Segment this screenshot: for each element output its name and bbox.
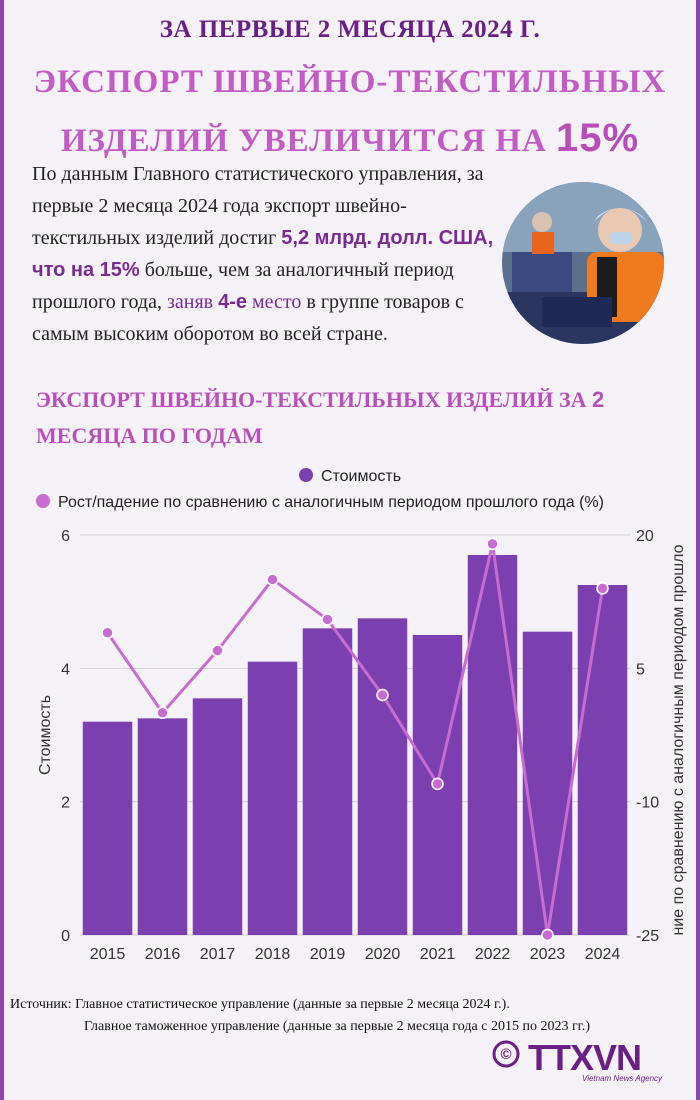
growth-line — [106, 543, 604, 936]
title-line-2-text: ИЗДЕЛИЙ УВЕЛИЧИТСЯ НА — [60, 123, 547, 159]
x-tick-label: 2022 — [475, 946, 511, 963]
x-tick-label: 2017 — [200, 946, 236, 963]
title-line-2: ИЗДЕЛИЙ УВЕЛИЧИТСЯ НА 15% — [20, 110, 680, 169]
copyright-icon — [492, 1040, 520, 1068]
logo-text: TTXVN — [528, 1037, 641, 1078]
x-tick-label: 2019 — [310, 946, 346, 963]
ttxvn-logo: © TTXVN Vietnam News Agency — [492, 1037, 663, 1083]
y-tick-label: 6 — [61, 528, 70, 545]
y2-tick-label: -10 — [636, 795, 659, 812]
intro-text-1: По данным Главного статистического управ… — [32, 163, 484, 249]
legend-line-label: Рост/падение по сравнению с аналогичным … — [58, 494, 604, 511]
bar — [577, 585, 628, 935]
subtitle-text-1: ЭКСПОРТ ШВЕЙНО-ТЕКСТИЛЬНЫХ ИЗДЕЛИЙ ЗА — [36, 387, 592, 412]
intro-rank: 4-е — [218, 291, 248, 313]
intro-rank-pre: заняв — [166, 291, 219, 313]
growth-point — [321, 613, 334, 626]
intro-rank-post: место — [247, 291, 302, 313]
bar — [247, 661, 298, 935]
intro-text-3: в группе товаров с самым высоким оборото… — [32, 291, 464, 345]
legend-growth: Рост/падение по сравнению с аналогичным … — [36, 494, 676, 512]
y2-tick-label: -25 — [636, 928, 659, 945]
bar — [302, 628, 353, 935]
y2-tick-label: 20 — [636, 528, 654, 545]
y-tick-label: 0 — [61, 928, 70, 945]
growth-point — [101, 626, 114, 640]
growth-point — [211, 644, 224, 657]
growth-point — [486, 537, 499, 551]
growth-point — [596, 582, 609, 595]
legend-bar-swatch — [298, 468, 313, 482]
intro-paragraph: По данным Главного статистического управ… — [32, 158, 502, 350]
x-tick-label: 2021 — [420, 946, 456, 963]
legend-bar-label: Стоимость — [320, 468, 402, 485]
bar — [467, 555, 518, 935]
bar — [82, 721, 133, 935]
x-tick-label: 2016 — [145, 946, 181, 963]
top-title: ЗА ПЕРВЫЕ 2 МЕСЯЦА 2024 Г. — [159, 16, 541, 43]
bar — [192, 698, 243, 935]
bar — [357, 618, 408, 935]
source-line-2: Главное таможенное управление (данные за… — [84, 1019, 591, 1034]
subtitle-number: 2 — [591, 387, 605, 412]
legend-line-swatch — [36, 494, 50, 508]
subtitle-text-2: МЕСЯЦА ПО ГОДАМ — [36, 423, 263, 448]
bar — [522, 631, 573, 935]
x-tick-label: 2015 — [90, 946, 126, 963]
y2-axis-title: ние по сравнению с аналогичным периодом … — [670, 544, 687, 935]
x-tick-label: 2024 — [585, 946, 621, 963]
bar — [137, 718, 188, 935]
growth-point — [156, 706, 169, 720]
chart-subtitle: ЭКСПОРТ ШВЕЙНО-ТЕКСТИЛЬНЫХ ИЗДЕЛИЙ ЗА 2 … — [36, 382, 676, 454]
intro-value: 5,2 млрд. долл. США, что на 15% — [32, 227, 494, 281]
x-tick-label: 2018 — [255, 946, 291, 963]
intro-text-2: больше, чем за аналогичный период прошло… — [32, 259, 454, 313]
logo-tagline: Vietnam News Agency — [582, 1074, 663, 1083]
growth-point — [541, 928, 554, 942]
copyright-glyph: © — [500, 1046, 511, 1063]
growth-point — [431, 777, 444, 791]
legend-value: Стоимость — [0, 468, 700, 486]
y2-tick-label: 5 — [636, 661, 645, 678]
source-line-1: Источник: Главное статистическое управле… — [10, 997, 510, 1012]
y-tick-label: 2 — [61, 795, 70, 812]
title-line-1: ЭКСПОРТ ШВЕЙНО-ТЕКСТИЛЬНЫХ — [33, 64, 667, 100]
x-tick-label: 2023 — [530, 946, 566, 963]
x-tick-label: 2020 — [365, 946, 401, 963]
export-chart: 0 2 4 6 -25 -10 5 20 2015 2016 2017 2018 2019 2020 202… — [37, 528, 687, 963]
growth-point — [266, 573, 279, 586]
y-axis-title: Стоимость — [37, 695, 54, 775]
y-tick-label: 4 — [61, 661, 70, 678]
title-percent: 15% — [556, 116, 640, 160]
growth-point — [376, 688, 389, 702]
main-title: ЭКСПОРТ ШВЕЙНО-ТЕКСТИЛЬНЫХ ИЗДЕЛИЙ УВЕЛИ… — [20, 54, 680, 169]
source-note: Источник: Главное статистическое управле… — [10, 994, 690, 1038]
